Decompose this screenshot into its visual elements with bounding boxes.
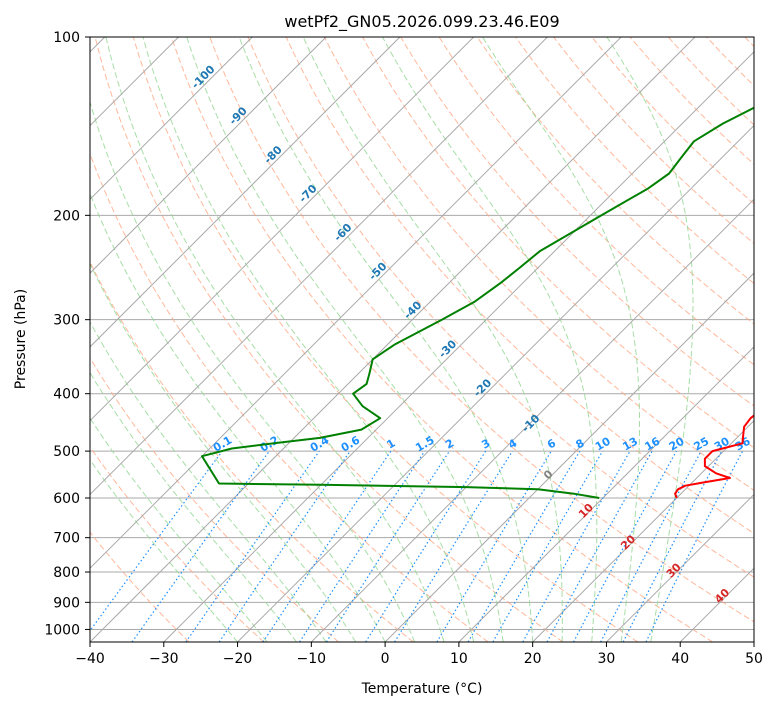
dry-adiabat-line — [247, 37, 754, 578]
y-tick-label: 100 — [53, 30, 80, 46]
isotherm-line — [90, 37, 622, 569]
moist-adiabat-line — [606, 37, 694, 642]
moist-adiabat-line — [142, 37, 475, 642]
mixing-ratio-line — [185, 450, 320, 642]
x-tick-label: 0 — [381, 651, 390, 667]
x-tick-label: −10 — [297, 651, 327, 667]
isotherm-line — [458, 346, 754, 642]
dry-adiabat-line — [438, 37, 754, 366]
y-tick-label: 500 — [53, 444, 80, 460]
isotherm-line — [90, 37, 401, 348]
mixing-ratio-line — [546, 450, 653, 642]
moist-adiabat-line — [482, 37, 640, 642]
isotherm-line — [384, 272, 754, 642]
mixing-ratio-line — [365, 450, 487, 642]
y-tick-label: 900 — [53, 595, 80, 611]
isotherm-line — [606, 493, 754, 642]
plot-frame — [89, 36, 755, 643]
moist-adiabat-line — [90, 417, 268, 642]
dry-adiabat-line — [400, 37, 754, 407]
mixing-ratio-line — [394, 450, 513, 642]
x-tick-label: 40 — [671, 651, 689, 667]
moist-adiabat-line — [382, 37, 598, 642]
y-tick-label: 800 — [53, 565, 80, 581]
isotherm-line — [90, 37, 327, 274]
isotherm-line — [163, 51, 754, 642]
y-axis-title: Pressure (hPa) — [13, 289, 29, 389]
chart-title: wetPf2_GN05.2026.099.23.46.E09 — [284, 12, 559, 32]
mixing-ratio-line — [467, 450, 581, 642]
mixing-ratio-line — [325, 450, 451, 642]
isotherm-line — [237, 124, 754, 642]
y-tick-label: 1000 — [44, 622, 80, 638]
sounding-series — [201, 106, 754, 499]
y-tick-label: 700 — [53, 531, 80, 547]
y-tick-label: 200 — [53, 208, 80, 224]
dry-adiabat-line — [94, 37, 564, 642]
moist-adiabat-line — [302, 37, 563, 642]
dewpoint-line — [201, 106, 754, 499]
y-tick-label: 300 — [53, 313, 80, 329]
x-tick-label: 10 — [450, 651, 468, 667]
moist-adiabat-line — [90, 459, 238, 642]
moist-adiabat-line — [105, 37, 445, 642]
mixing-ratio-line — [492, 450, 604, 642]
isotherm-line — [90, 37, 253, 201]
x-tick-label: 30 — [598, 651, 616, 667]
mixing-ratio-line — [90, 450, 223, 632]
dry-adiabat-line — [132, 37, 639, 642]
isotherm-line — [310, 198, 754, 642]
mixing-ratio-line — [436, 450, 552, 642]
x-axis-title: Temperature (°C) — [361, 681, 483, 697]
isotherm-line — [90, 37, 696, 642]
dry-adiabat-line — [323, 37, 754, 491]
mixing-ratio-line — [131, 450, 270, 642]
mixing-ratio-line — [522, 450, 631, 642]
y-tick-label: 600 — [53, 491, 80, 507]
dry-adiabat-line — [90, 531, 190, 642]
mixing-ratio-line — [218, 450, 351, 642]
y-axis-ticks: 100 200 300 400 500 600 700 800 900 1000 — [44, 30, 90, 638]
moist-adiabat-line — [90, 371, 297, 642]
moist-adiabat-line — [90, 192, 386, 642]
moist-adiabat-line — [90, 262, 357, 642]
isotherm-line — [532, 419, 754, 642]
isotherm-line — [90, 37, 475, 422]
x-tick-label: 50 — [745, 651, 763, 667]
mixing-ratio-line — [572, 450, 677, 642]
x-tick-label: 20 — [524, 651, 542, 667]
dry-adiabat-line — [285, 37, 754, 534]
y-tick-label: 400 — [53, 387, 80, 403]
x-axis-ticks: −40 −30 −20 −10 0 10 20 30 40 50 — [75, 642, 763, 667]
x-tick-label: −30 — [149, 651, 179, 667]
temperature-line — [674, 414, 754, 499]
dry-adiabat-line — [90, 260, 414, 642]
dry-adiabat-line — [209, 37, 754, 623]
dry-adiabat-line — [90, 356, 339, 642]
x-tick-label: −20 — [223, 651, 253, 667]
x-tick-label: −40 — [75, 651, 105, 667]
isotherm-line — [90, 37, 548, 496]
moist-adiabat-line — [238, 37, 534, 642]
